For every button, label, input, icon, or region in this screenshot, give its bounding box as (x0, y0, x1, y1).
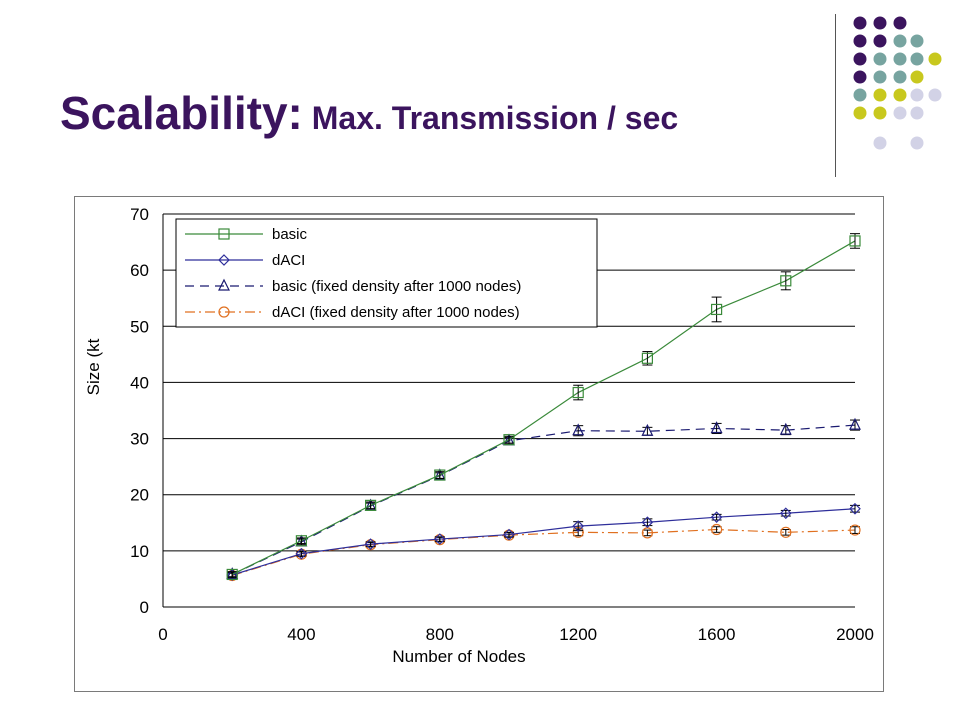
decor-dot (910, 136, 924, 150)
data-point (641, 516, 654, 529)
series-3 (226, 523, 861, 582)
decor-dot (910, 70, 924, 84)
decor-dot (893, 34, 907, 48)
decor-dot (873, 16, 887, 30)
data-point (780, 275, 792, 287)
data-point (226, 568, 238, 581)
series-line (232, 508, 856, 576)
decor-dot (910, 34, 924, 48)
decor-dot (873, 70, 887, 84)
data-point (849, 235, 861, 247)
decor-dot (853, 70, 867, 84)
legend-label: dACI (272, 252, 305, 269)
series-1 (226, 502, 861, 581)
data-point (849, 502, 861, 515)
y-axis-title: Size (kt (84, 338, 103, 395)
line-chart: 0 10 20 30 40 50 60 70 0 400 800 1200 1600 2000 Number… (84, 205, 874, 666)
series-0 (226, 233, 861, 581)
slide-title-subtitle: Max. Transmission / sec (311, 100, 679, 136)
decor-dot (893, 70, 907, 84)
data-point (572, 386, 584, 399)
series-line (231, 424, 856, 575)
y-tick-label: 60 (130, 261, 149, 280)
legend-marker (218, 228, 230, 240)
decor-dot (853, 16, 867, 30)
legend-label: dACI (fixed density after 1000 nodes) (272, 304, 520, 321)
decor-dot (910, 52, 924, 66)
data-point (503, 528, 515, 541)
decor-dot (893, 16, 907, 30)
decor-dot (893, 88, 907, 102)
decor-dot (893, 52, 907, 66)
decor-dot (928, 52, 942, 66)
decor-dot (873, 88, 887, 102)
x-tick-label: 2000 (836, 625, 874, 644)
data-point (365, 499, 377, 511)
decor-dot (873, 136, 887, 150)
data-point (364, 538, 377, 550)
slide-title: Scalability: Max. Transmission / sec (60, 86, 678, 140)
data-point (572, 520, 585, 533)
decor-dot (873, 106, 887, 120)
decor-dot (853, 34, 867, 48)
legend-marker (218, 306, 230, 318)
data-point (433, 533, 446, 545)
data-point (641, 352, 654, 364)
data-point (710, 511, 723, 524)
decorative-dot-grid (853, 16, 942, 150)
y-tick-label: 20 (130, 486, 149, 505)
x-tick-label: 1200 (559, 625, 597, 644)
series-2 (226, 417, 861, 580)
data-point (849, 417, 861, 430)
legend-marker (218, 254, 230, 266)
data-point (849, 524, 861, 536)
slide-title-main: Scalability: (60, 87, 303, 139)
decor-dot (853, 106, 867, 120)
series-line (231, 240, 856, 575)
data-point (710, 523, 723, 536)
x-tick-label: 800 (426, 625, 454, 644)
decor-dot (928, 88, 942, 102)
legend: basic dACI basic (fixed density after 1000… (175, 218, 598, 328)
data-point (641, 423, 654, 436)
data-point (503, 434, 515, 446)
x-tick-label: 0 (158, 625, 167, 644)
legend-label: basic (fixed density after 1000 nodes) (272, 278, 521, 295)
y-tick-label: 40 (130, 373, 149, 392)
data-point (710, 421, 723, 434)
y-tick-label: 70 (130, 205, 149, 224)
y-tick-label: 50 (130, 317, 149, 336)
decor-dot (910, 106, 924, 120)
x-axis-title: Number of Nodes (392, 647, 525, 666)
decor-dot (853, 88, 867, 102)
y-tick-label: 10 (130, 542, 149, 561)
data-point (434, 469, 446, 481)
legend-box (175, 218, 598, 328)
data-point (779, 507, 792, 520)
data-point (295, 547, 308, 560)
x-tick-label: 1600 (698, 625, 736, 644)
data-point (295, 535, 307, 547)
y-tick-label: 30 (130, 430, 149, 449)
x-tick-label: 400 (287, 625, 315, 644)
data-point (780, 526, 792, 538)
decor-dot (873, 52, 887, 66)
decorative-divider (835, 14, 836, 177)
decor-dot (853, 52, 867, 66)
series-line (232, 528, 856, 577)
decor-dot (910, 88, 924, 102)
decor-dot (893, 106, 907, 120)
chart-frame: 0 10 20 30 40 50 60 70 0 400 800 1200 1600 2000 Number… (74, 196, 884, 692)
data-point (779, 422, 792, 435)
data-point (572, 423, 585, 436)
data-point (710, 303, 723, 316)
legend-marker (218, 278, 230, 291)
legend-label: basic (272, 226, 308, 243)
decor-dot (873, 34, 887, 48)
y-tick-label: 0 (140, 598, 149, 617)
